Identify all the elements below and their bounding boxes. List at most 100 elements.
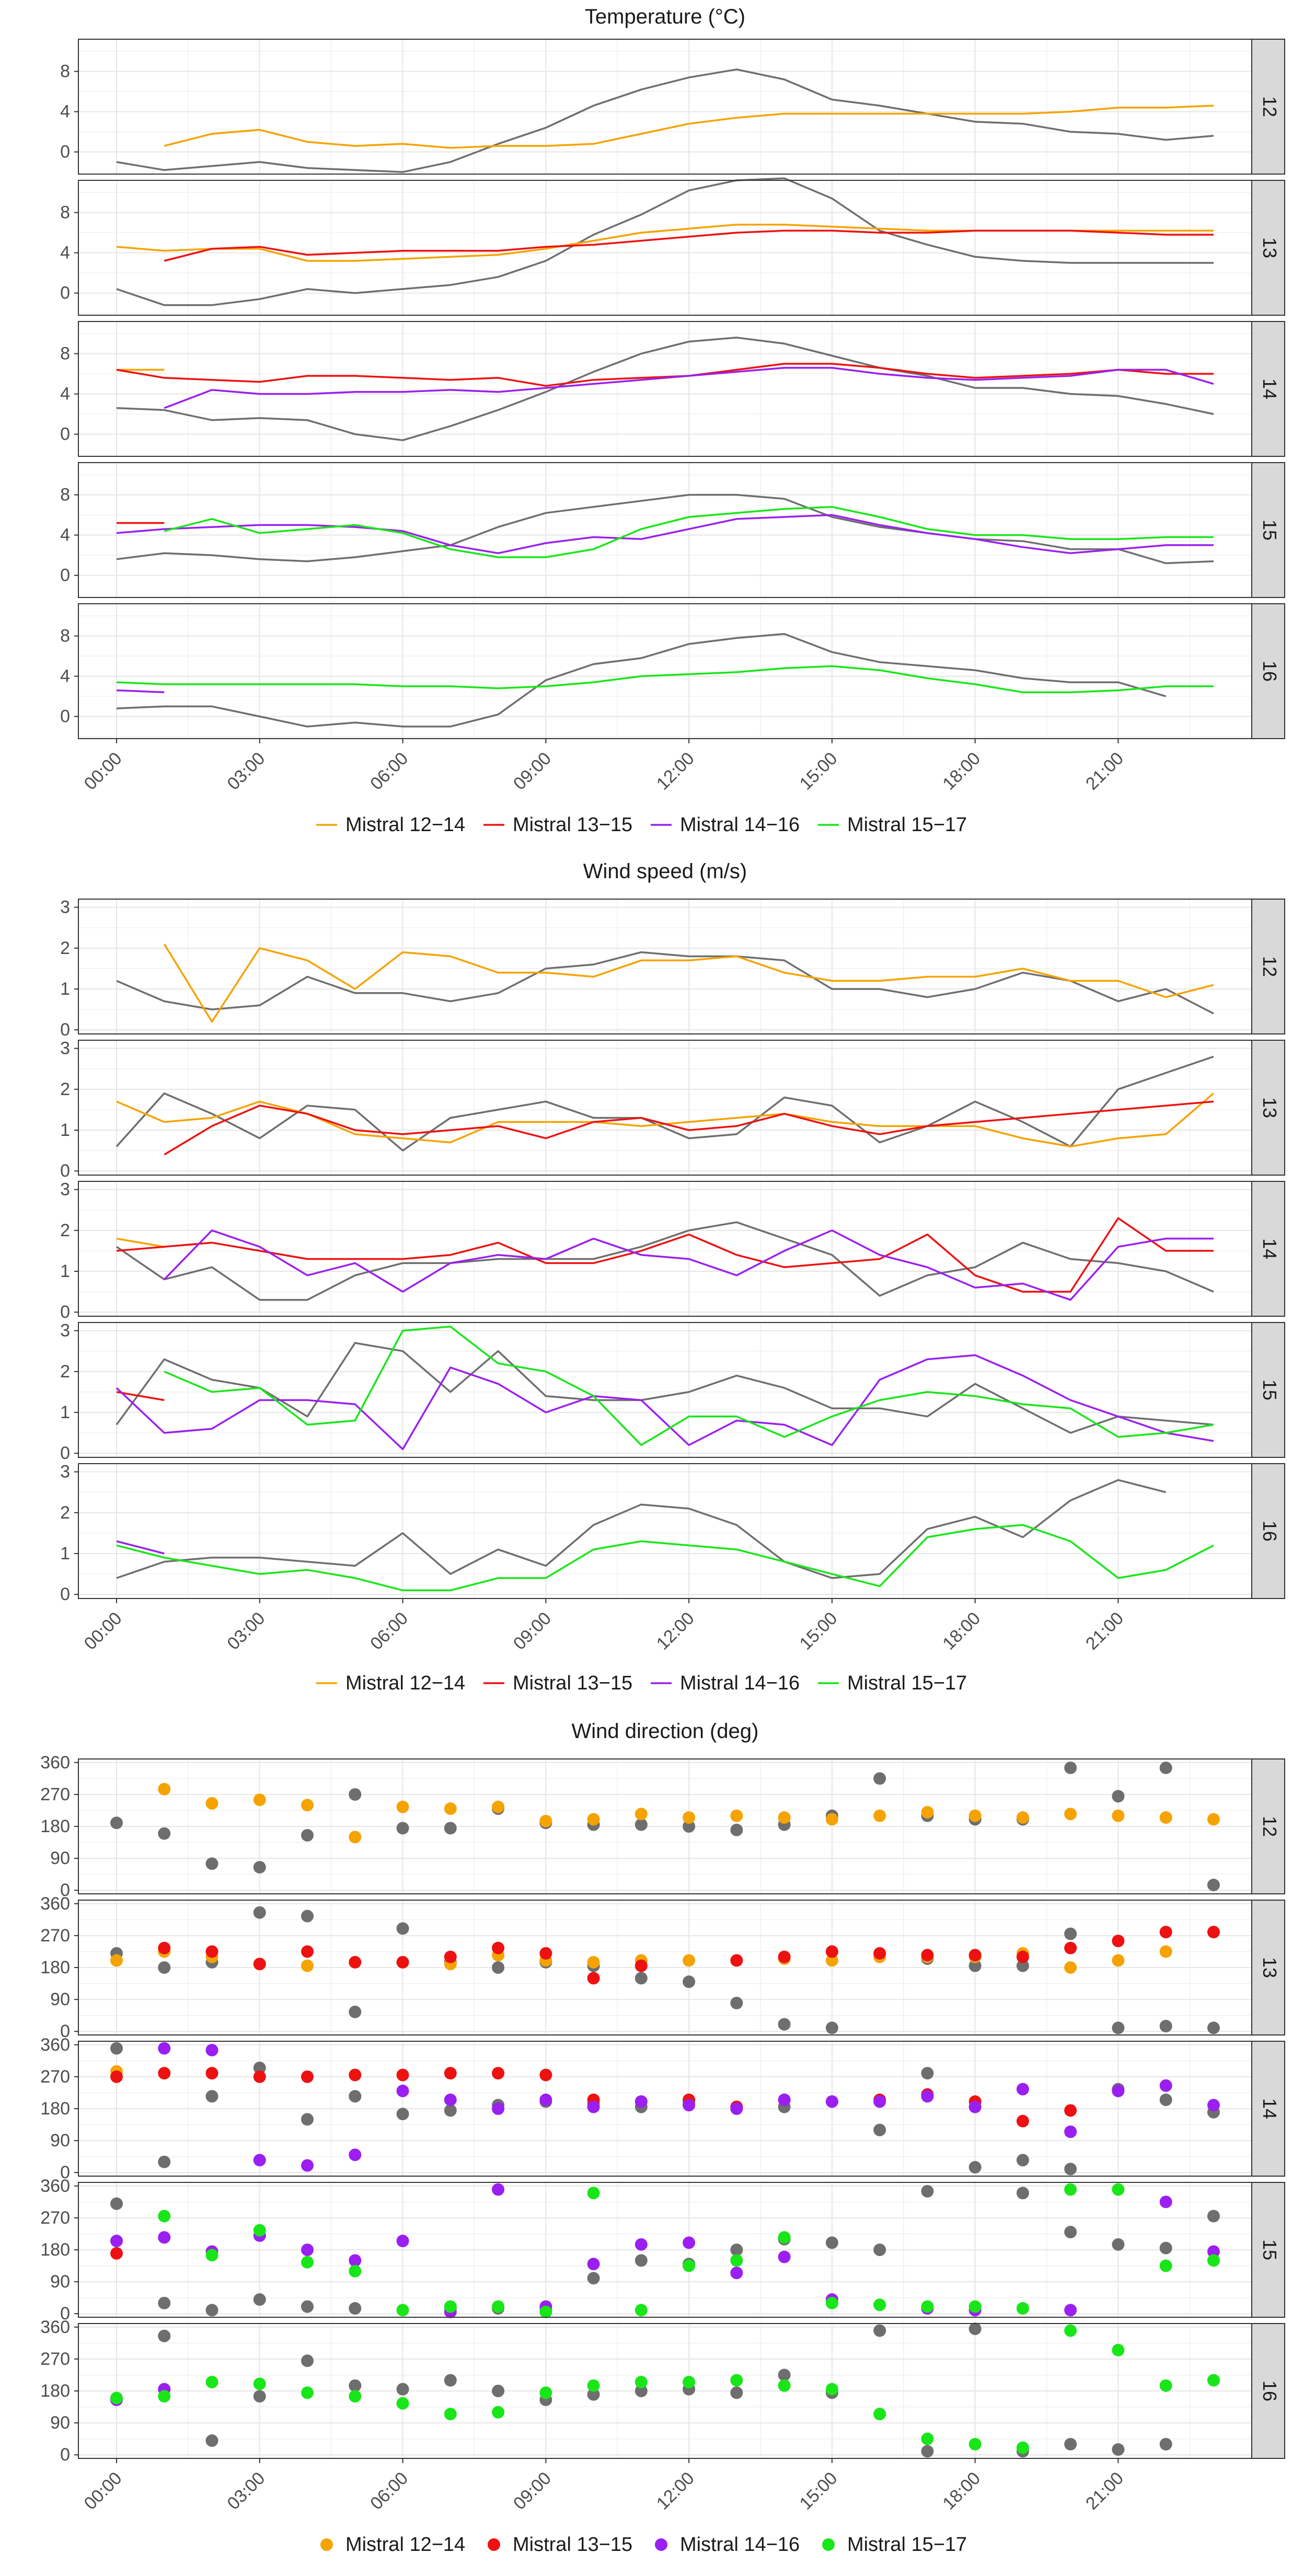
series-baseline-point [634,1818,648,1831]
series-mistral-14-16-point [730,2267,743,2280]
legend-label: Mistral 12−14 [345,814,465,836]
panel-13: 0 90 180 270 360 13 [40,1894,1285,2041]
series-baseline-point [349,2379,362,2392]
series-baseline-point [634,2385,648,2397]
series-mistral-14-16-point [778,2250,791,2263]
x-tick-label: 15:00 [796,749,841,794]
series-baseline-point [921,2067,934,2080]
series-baseline-point [492,2385,505,2397]
series-baseline-point [301,1910,314,1923]
series-mistral-12-14-point [634,1808,648,1821]
series-mistral-14-16-point [492,2183,505,2196]
panel-16: 0 4 8 16 [60,603,1285,739]
series-baseline-point [110,1816,123,1830]
series-baseline-point [1207,2210,1220,2223]
series-baseline-point [968,2322,982,2336]
series-baseline-point [1016,1959,1029,1972]
legend-item: Mistral 12−14 [320,2534,465,2556]
series-baseline-point [396,1822,409,1835]
series-mistral-13-15-point [1016,1950,1029,1963]
series-baseline-point [1159,2020,1172,2033]
series-baseline-point [921,2184,934,2198]
series-mistral-12-14-point [1112,1809,1125,1822]
y-tick-label: 4 [60,525,70,545]
y-tick-label: 180 [40,1816,70,1836]
series-mistral-12-14-point [968,1809,982,1822]
series-baseline-point [778,2368,791,2382]
series-baseline-point [1159,2437,1172,2451]
series-mistral-12-14-point [587,1813,600,1826]
series-mistral-14-16-point [825,2095,838,2108]
legend-key-point [320,2538,333,2551]
series-mistral-13-15-point [492,2067,505,2080]
legend-label: Mistral 13−15 [513,2534,632,2556]
series-baseline-point [683,1975,696,1988]
series-mistral-14-16-point [158,2042,171,2055]
series-baseline-point [158,1827,171,1840]
series-baseline-point [587,2388,600,2401]
facet-strip [1251,1758,1285,1894]
series-mistral-12-14-point [444,1802,457,1815]
facet-strip-label: 13 [1259,1097,1280,1118]
series-baseline-point [730,1996,743,2009]
series-baseline-point [444,2104,457,2117]
series-baseline-point [1112,1790,1125,1803]
y-tick-label: 8 [60,485,70,505]
series-mistral-13-15-point [444,1950,457,1963]
series-mistral-13-15-point [349,2068,362,2082]
series-mistral-13-15-point [158,1941,171,1954]
facet-strip [1251,1900,1285,2036]
y-tick-label: 2 [60,1079,70,1099]
series-baseline-point [396,2383,409,2396]
series-mistral-13-15-point [158,2067,171,2080]
y-tick-label: 4 [60,243,70,263]
series-mistral-12-14-point [921,1806,934,1819]
series-baseline-point [396,2108,409,2121]
series-baseline-point [253,1906,266,1919]
series-mistral-14-16-point [730,2102,743,2115]
series-mistral-15-17-point [1159,2259,1172,2272]
panel-14: 0 4 8 14 [60,321,1285,457]
series-baseline-point [253,2061,266,2074]
legend-item: Mistral 12−14 [316,1672,465,1694]
legend-item: Mistral 14−16 [655,2534,800,2556]
series-mistral-15-17-line [164,505,1214,558]
series-baseline-point [587,2272,600,2285]
series-mistral-13-15-line [116,1391,165,1401]
y-tick-label: 360 [40,1894,70,1914]
series-mistral-13-15-point [921,1949,934,1962]
series-mistral-13-15-point [968,1949,982,1962]
series-mistral-14-16-point [1207,2099,1220,2112]
series-baseline-point [349,2090,362,2103]
x-tick-label: 21:00 [1082,749,1127,794]
series-mistral-13-15-point [730,1954,743,1967]
series-mistral-15-17-point [683,2259,696,2272]
y-tick-label: 8 [60,62,70,82]
series-mistral-12-14-point [1159,1811,1172,1824]
series-mistral-14-16-line [116,689,165,694]
series-baseline-point [110,2042,123,2055]
series-mistral-13-15-point [349,1956,362,1969]
x-tick-label: 09:00 [510,1608,555,1654]
x-tick-label: 12:00 [653,749,698,794]
y-tick-label: 8 [60,344,70,364]
legend-label: Mistral 14−16 [680,1672,800,1694]
series-mistral-13-15-point [1159,1926,1172,1939]
facet-strip [1251,1322,1285,1458]
facet-strip [1251,462,1285,598]
series-mistral-14-16-line [116,514,1214,555]
panel-14: 0 1 2 3 14 [60,1180,1285,1322]
series-baseline-line [116,1479,1167,1579]
series-mistral-15-17-point [1112,2183,1125,2196]
series-mistral-12-14-line [164,105,1214,149]
legend-item: Mistral 13−15 [483,814,632,836]
legend: Mistral 12−14 Mistral 13−15 Mistral 14−16 M… [316,814,967,836]
series-mistral-15-17-point [253,2377,266,2390]
legend-label: Mistral 13−15 [513,1672,632,1694]
x-tick-label: 09:00 [510,749,555,794]
series-baseline-point [778,2018,791,2031]
series-mistral-14-16-point [492,2102,505,2115]
series-baseline-point [634,2254,648,2267]
series-mistral-15-17-point [1016,2441,1029,2454]
series-mistral-15-17-point [492,2406,505,2419]
